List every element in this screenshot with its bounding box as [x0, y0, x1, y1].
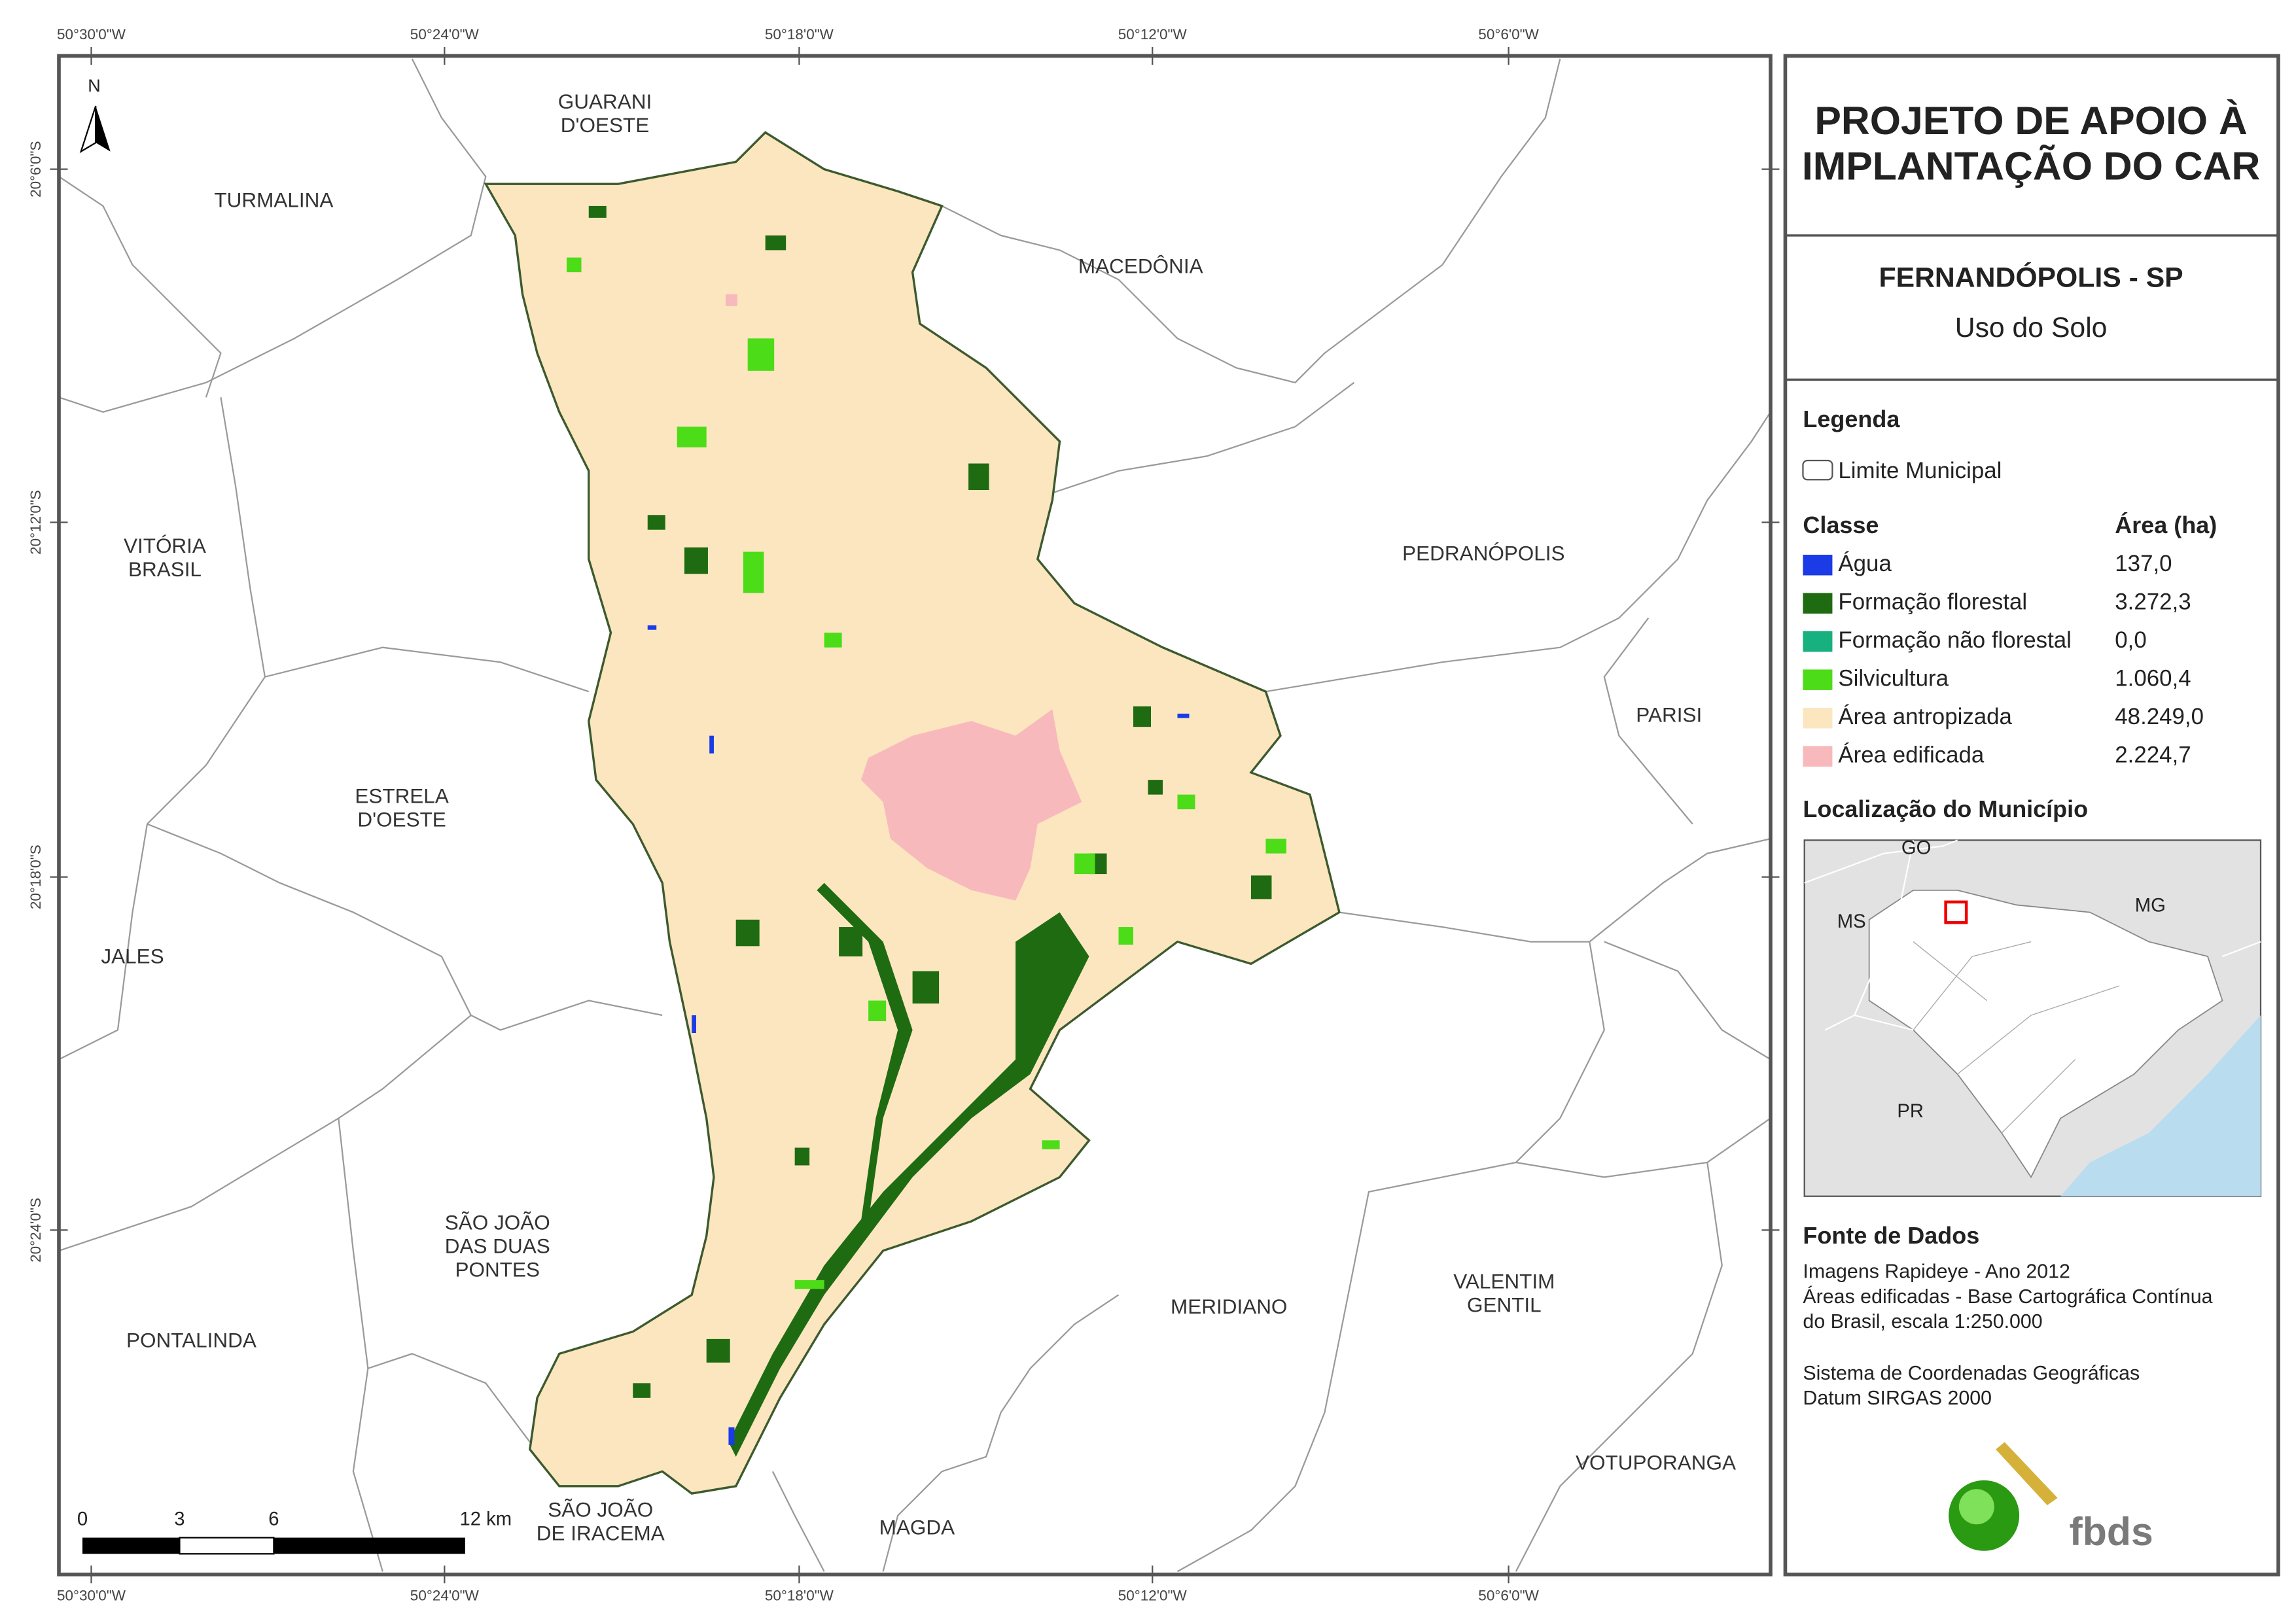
class-swatch: [1803, 669, 1833, 690]
urban-area: [860, 709, 1082, 901]
urban-patch: [725, 294, 737, 306]
class-swatch: [1803, 554, 1833, 576]
source-line: Áreas edificadas - Base Cartográfica Con…: [1803, 1286, 2212, 1308]
class-name: Formação não florestal: [1838, 627, 2072, 653]
coord-label: 50°30'0"W: [57, 26, 126, 43]
neighbor-label: PONTALINDA: [126, 1329, 256, 1352]
coord-label: 50°24'0"W: [410, 26, 480, 43]
neighbor-label: GUARANI: [558, 90, 652, 113]
neighbor-label: JALES: [101, 945, 164, 968]
neighbor-label: VALENTIM: [1453, 1270, 1555, 1293]
map-border: [57, 54, 1773, 1577]
logo: [1949, 1442, 2058, 1551]
neighbor-label: SÃO JOÃO: [445, 1211, 550, 1234]
scale-label: 3: [174, 1509, 185, 1529]
neighbor-label: MACEDÔNIA: [1078, 254, 1203, 278]
side-panel: PROJETO DE APOIO À IMPLANTAÇÃO DO CAR FE…: [1783, 54, 2280, 1577]
neighbor-label: PARISI: [1636, 703, 1702, 727]
neighbor-label: MAGDA: [879, 1515, 955, 1539]
neighbor-label: GENTIL: [1467, 1293, 1542, 1317]
class-area: 0,0: [2115, 627, 2146, 653]
source-line: Datum SIRGAS 2000: [1803, 1387, 1992, 1409]
north-label: N: [88, 76, 101, 96]
location-heading: Localização do Município: [1803, 795, 2088, 822]
neighbor-label: TURMALINA: [214, 188, 333, 211]
neighbor-boundaries: [58, 58, 1771, 1573]
area-header: Área (ha): [2115, 512, 2217, 538]
class-area: 3.272,3: [2115, 589, 2191, 614]
north-arrow: [79, 105, 111, 154]
coord-label: 50°18'0"W: [765, 1587, 834, 1603]
class-name: Silvicultura: [1838, 665, 1949, 691]
water-patches: [647, 625, 1190, 1445]
neighbor-label: VOTUPORANGA: [1576, 1450, 1736, 1474]
coord-label: 50°24'0"W: [410, 1587, 480, 1603]
class-area: 1.060,4: [2115, 665, 2191, 691]
silviculture-patches: [567, 257, 1286, 1289]
neighbor-label: DE IRACEMA: [537, 1521, 665, 1544]
coord-label: 20°6'0"S: [27, 141, 44, 198]
scale-label: 6: [268, 1509, 279, 1529]
inset-map: [1803, 839, 2262, 1197]
logo-text: fbds: [2070, 1509, 2153, 1554]
coord-label: 50°18'0"W: [765, 26, 834, 43]
scale-bar: [82, 1537, 465, 1555]
map-labels: 50°30'0"W 50°30'0"W 50°24'0"W 50°24'0"W 50°1…: [27, 26, 1780, 1603]
inset-label: MS: [1837, 911, 1866, 932]
scale-label: 12 km: [459, 1509, 512, 1529]
coord-label: 50°30'0"W: [57, 1587, 126, 1603]
inset-label: PR: [1897, 1101, 1924, 1122]
boundary-swatch: [1802, 459, 1833, 481]
class-name: Área edificada: [1838, 742, 1984, 767]
neighbor-label: ESTRELA: [355, 784, 448, 807]
boundary-label: Limite Municipal: [1838, 458, 2002, 483]
inset-label: MG: [2135, 895, 2166, 916]
theme: Uso do Solo: [1955, 312, 2108, 343]
source-line: Sistema de Coordenadas Geográficas: [1803, 1363, 2140, 1384]
class-name: Água: [1838, 551, 1892, 576]
place: FERNANDÓPOLIS - SP: [1879, 262, 2183, 294]
legend-heading: Legenda: [1803, 406, 1900, 432]
neighbor-label: PONTES: [455, 1258, 540, 1282]
class-area: 48.249,0: [2115, 704, 2204, 729]
neighbor-label: BRASIL: [128, 557, 202, 581]
class-swatch: [1803, 593, 1833, 614]
panel-border: [1783, 54, 2280, 1577]
title-line: PROJETO DE APOIO À: [1814, 98, 2247, 143]
coord-label: 20°18'0"S: [27, 845, 44, 909]
neighbor-label: SÃO JOÃO: [548, 1497, 653, 1521]
sources-heading: Fonte de Dados: [1803, 1222, 1979, 1249]
class-swatch: [1803, 746, 1833, 767]
coord-label: 50°6'0"W: [1478, 26, 1539, 43]
class-area: 137,0: [2115, 551, 2172, 576]
coord-label: 20°12'0"S: [27, 490, 44, 555]
class-area: 2.224,7: [2115, 742, 2191, 767]
class-swatch: [1803, 631, 1833, 652]
source-line: do Brasil, escala 1:250.000: [1803, 1311, 2042, 1333]
legend-classes: Água 137,0 Formação florestal 3.272,3 Formaç…: [1803, 551, 2204, 767]
neighbor-label: D'OESTE: [357, 807, 446, 831]
class-name: Área antropizada: [1838, 704, 2012, 729]
neighbor-label: DAS DUAS: [445, 1234, 550, 1258]
coord-label: 20°24'0"S: [27, 1198, 44, 1263]
class-name: Formação florestal: [1838, 589, 2027, 614]
neighbor-label: MERIDIANO: [1171, 1295, 1287, 1318]
neighbor-label: D'OESTE: [561, 113, 649, 137]
scale-label: 0: [77, 1509, 88, 1529]
class-swatch: [1803, 707, 1833, 729]
map-frame: [57, 54, 1773, 1577]
coord-label: 50°12'0"W: [1118, 1587, 1188, 1603]
coord-label: 50°6'0"W: [1478, 1587, 1539, 1603]
neighbor-label: VITÓRIA: [124, 534, 206, 557]
title-line: IMPLANTAÇÃO DO CAR: [1802, 144, 2260, 188]
coord-label: 50°12'0"W: [1118, 26, 1188, 43]
inset-label: GO: [1901, 838, 1931, 859]
source-line: Imagens Rapideye - Ano 2012: [1803, 1261, 2070, 1283]
neighbor-label: PEDRANÓPOLIS: [1402, 541, 1564, 565]
class-header: Classe: [1803, 512, 1879, 538]
forest-patches: [588, 205, 1272, 1457]
